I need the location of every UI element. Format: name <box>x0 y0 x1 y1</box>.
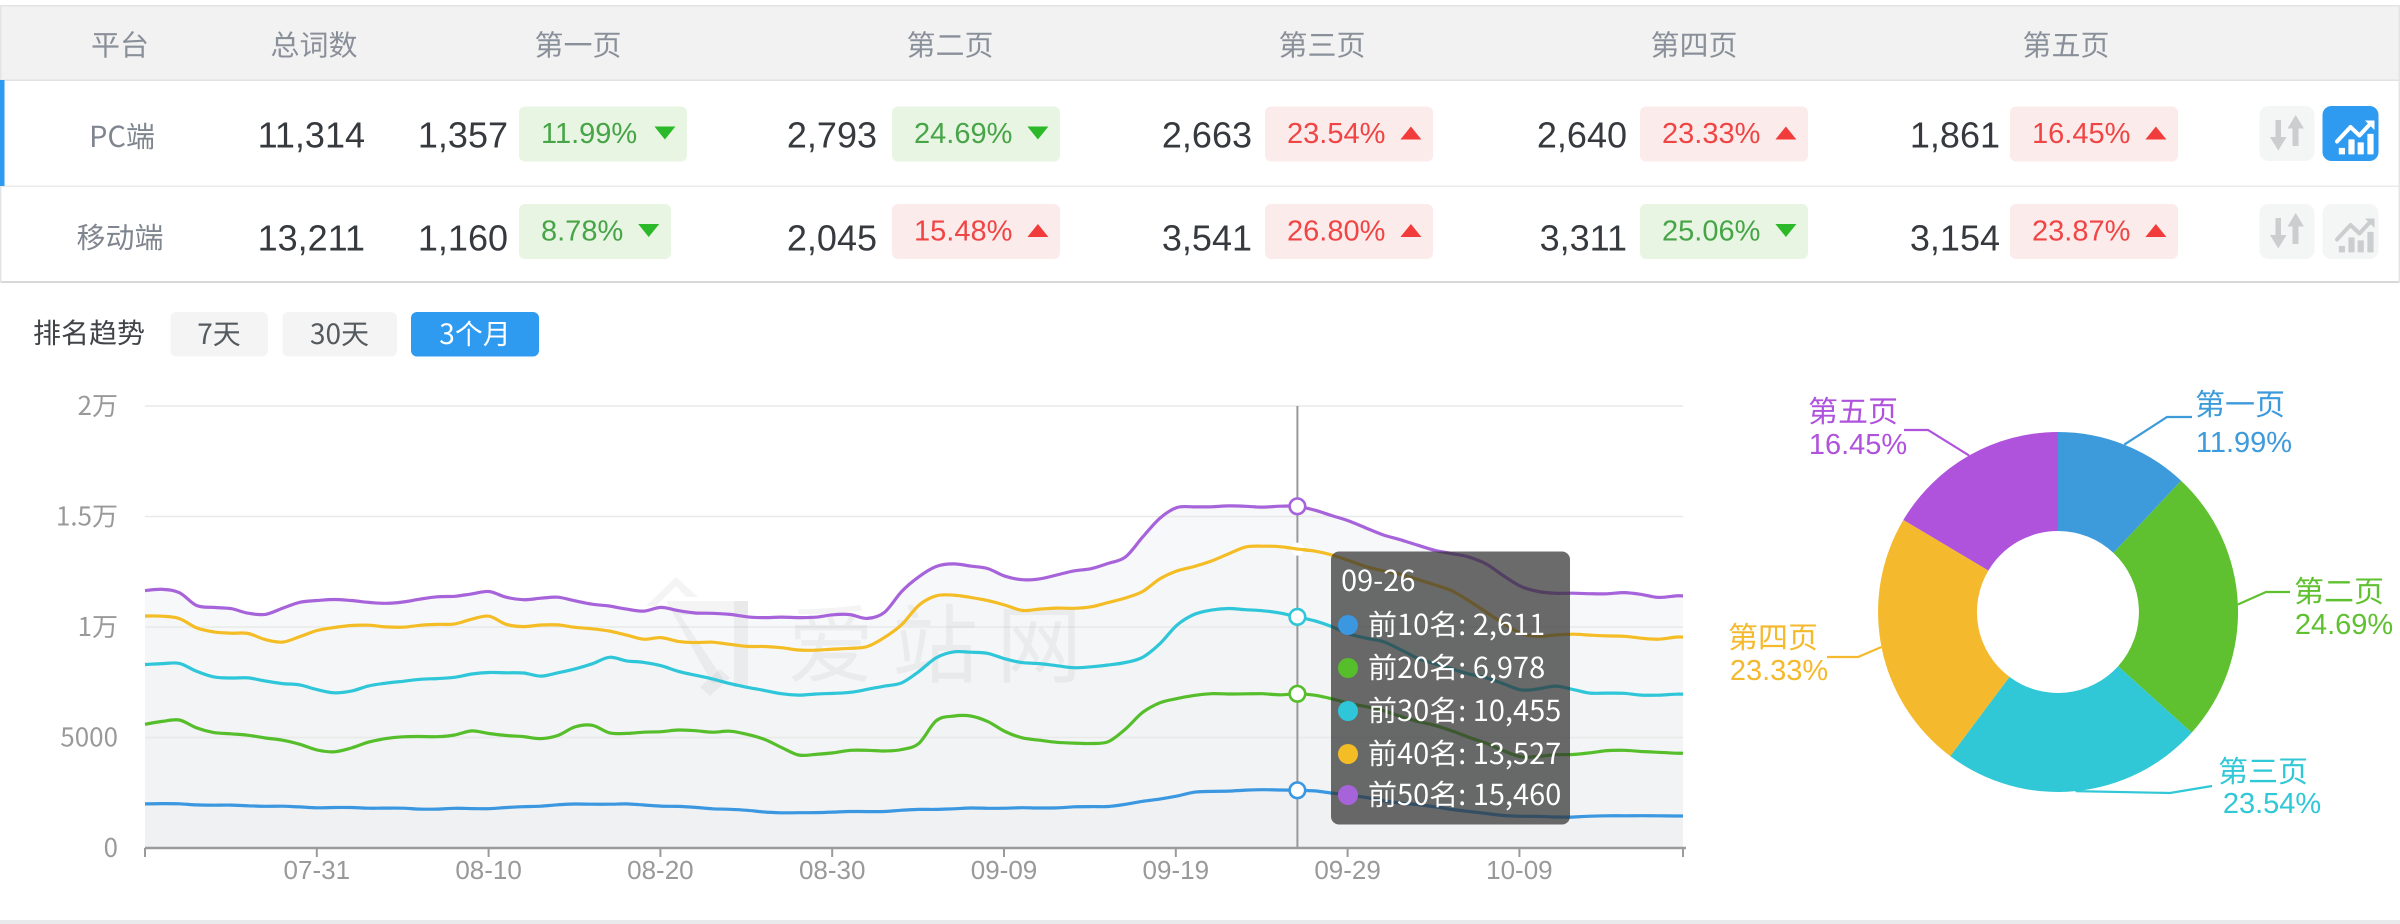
svg-text:07-31: 07-31 <box>284 855 351 885</box>
svg-text:26.80%: 26.80% <box>1287 216 1385 248</box>
svg-text:11.99%: 11.99% <box>541 118 637 150</box>
svg-text:2,640: 2,640 <box>1537 115 1627 156</box>
svg-text:11.99%: 11.99% <box>2196 427 2292 459</box>
svg-text:24.69%: 24.69% <box>2295 609 2393 641</box>
svg-text:3,154: 3,154 <box>1910 218 2000 259</box>
svg-text:2,793: 2,793 <box>787 115 877 156</box>
svg-text:23.33%: 23.33% <box>1662 118 1760 150</box>
svg-text:25.06%: 25.06% <box>1662 216 1760 248</box>
svg-text:3,311: 3,311 <box>1540 218 1627 259</box>
svg-text:2,045: 2,045 <box>787 218 877 259</box>
svg-text:10-09: 10-09 <box>1486 855 1553 885</box>
svg-text:08-20: 08-20 <box>627 855 694 885</box>
svg-text:13,211: 13,211 <box>258 218 365 259</box>
svg-text:2,663: 2,663 <box>1162 115 1252 156</box>
svg-text:09-09: 09-09 <box>971 855 1038 885</box>
svg-text:16.45%: 16.45% <box>2032 118 2130 150</box>
svg-text:23.54%: 23.54% <box>2223 788 2321 820</box>
svg-text:1,357: 1,357 <box>418 115 508 156</box>
svg-text:09-29: 09-29 <box>1314 855 1381 885</box>
svg-text:16.45%: 16.45% <box>1809 429 1907 461</box>
svg-text:23.33%: 23.33% <box>1730 655 1828 687</box>
svg-text:3,541: 3,541 <box>1162 218 1252 259</box>
svg-text:1,861: 1,861 <box>1910 115 2000 156</box>
svg-text:08-10: 08-10 <box>455 855 522 885</box>
svg-text:09-19: 09-19 <box>1143 855 1210 885</box>
svg-text:08-30: 08-30 <box>799 855 866 885</box>
svg-text:24.69%: 24.69% <box>914 118 1012 150</box>
svg-text:23.54%: 23.54% <box>1287 118 1385 150</box>
svg-text:15.48%: 15.48% <box>914 216 1012 248</box>
svg-text:8.78%: 8.78% <box>541 216 623 248</box>
svg-text:11,314: 11,314 <box>258 115 365 156</box>
svg-text:23.87%: 23.87% <box>2032 216 2130 248</box>
svg-text:1,160: 1,160 <box>418 218 508 259</box>
